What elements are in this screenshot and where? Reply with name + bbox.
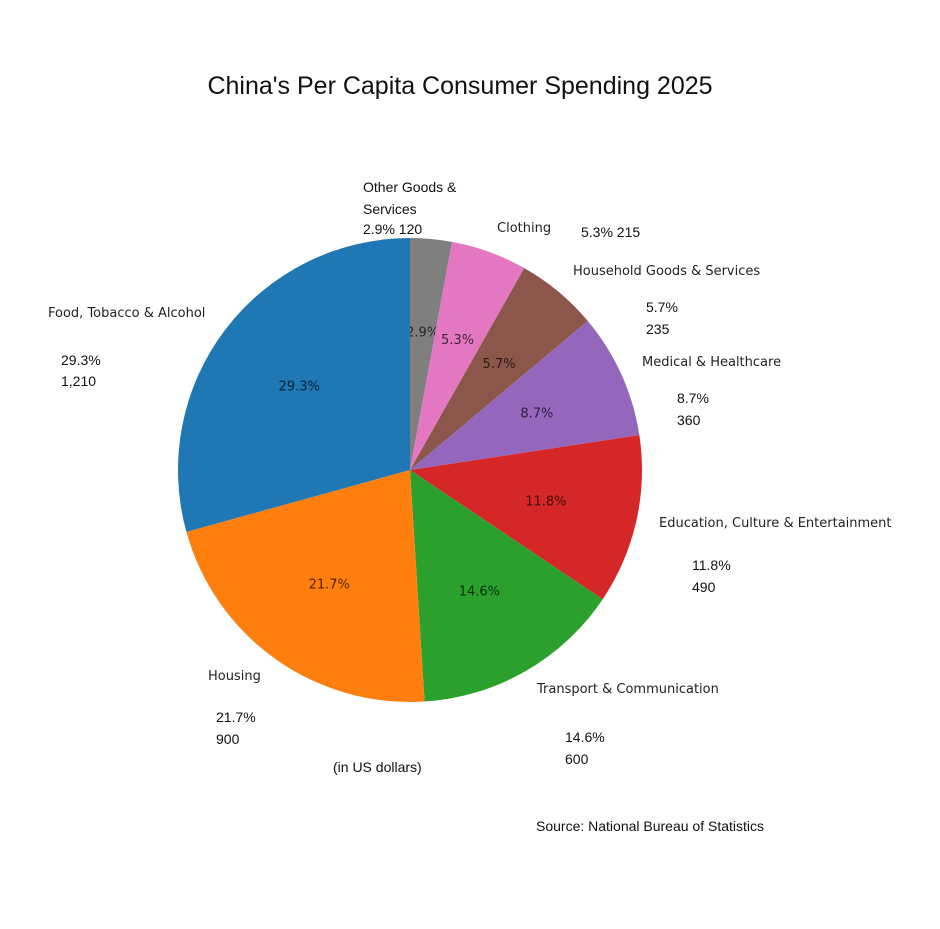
unit-note: (in US dollars) [333, 759, 422, 775]
pie-slice-transport-communication [410, 470, 603, 702]
chart-title: China's Per Capita Consumer Spending 202… [207, 72, 713, 100]
label-medical: Medical & Healthcare [642, 355, 782, 370]
label-transport-pct: 14.6% [565, 729, 605, 745]
pie-slice-percent-label: 8.7% [520, 407, 553, 422]
pie-slice-clothing [410, 241, 525, 470]
label-housing-value: 900 [216, 731, 240, 747]
label-housing: Housing [208, 669, 261, 684]
label-household: Household Goods & Services [573, 264, 761, 279]
label-food-value: 1,210 [61, 373, 97, 389]
label-food-pct: 29.3% [61, 352, 101, 368]
label-household-pct: 5.7% [646, 299, 678, 315]
pie-slice-percent-label: 21.7% [309, 577, 350, 592]
label-education-value: 490 [692, 579, 716, 595]
label-clothing-values: 5.3% 215 [581, 224, 641, 240]
pie-slice-percent-label: 11.8% [525, 494, 566, 509]
pie-slice-percent-label: 2.9% [406, 325, 439, 340]
label-transport-value: 600 [565, 751, 589, 767]
label-food: Food, Tobacco & Alcohol [48, 306, 206, 321]
label-other-line2: Services [363, 201, 417, 217]
label-medical-pct: 8.7% [677, 390, 709, 406]
label-other-values: 2.9% 120 [363, 221, 423, 237]
label-housing-pct: 21.7% [216, 709, 256, 725]
label-education: Education, Culture & Entertainment [659, 516, 892, 531]
pie-slice-food-tobacco-alcohol [178, 238, 410, 532]
label-household-value: 235 [646, 321, 670, 337]
label-other-line1: Other Goods & [363, 179, 457, 195]
label-education-pct: 11.8% [692, 557, 731, 573]
source-note: Source: National Bureau of Statistics [536, 818, 765, 834]
pie-slice-medical-healthcare [410, 320, 640, 470]
label-medical-value: 360 [677, 412, 701, 428]
pie-slice-percent-label: 5.7% [483, 357, 516, 372]
label-transport: Transport & Communication [537, 682, 719, 697]
pie-slice-other-goods-services [410, 238, 453, 470]
label-clothing: Clothing [497, 221, 552, 236]
pie-slice-housing [186, 470, 425, 702]
pie-slice-household-goods-services [410, 268, 588, 470]
pie-slice-percent-label: 29.3% [279, 380, 320, 395]
pie-slice-percent-label: 5.3% [441, 333, 474, 348]
pie-slice-education-culture-entertainment [410, 435, 642, 600]
pie-slice-percent-label: 14.6% [459, 585, 500, 600]
